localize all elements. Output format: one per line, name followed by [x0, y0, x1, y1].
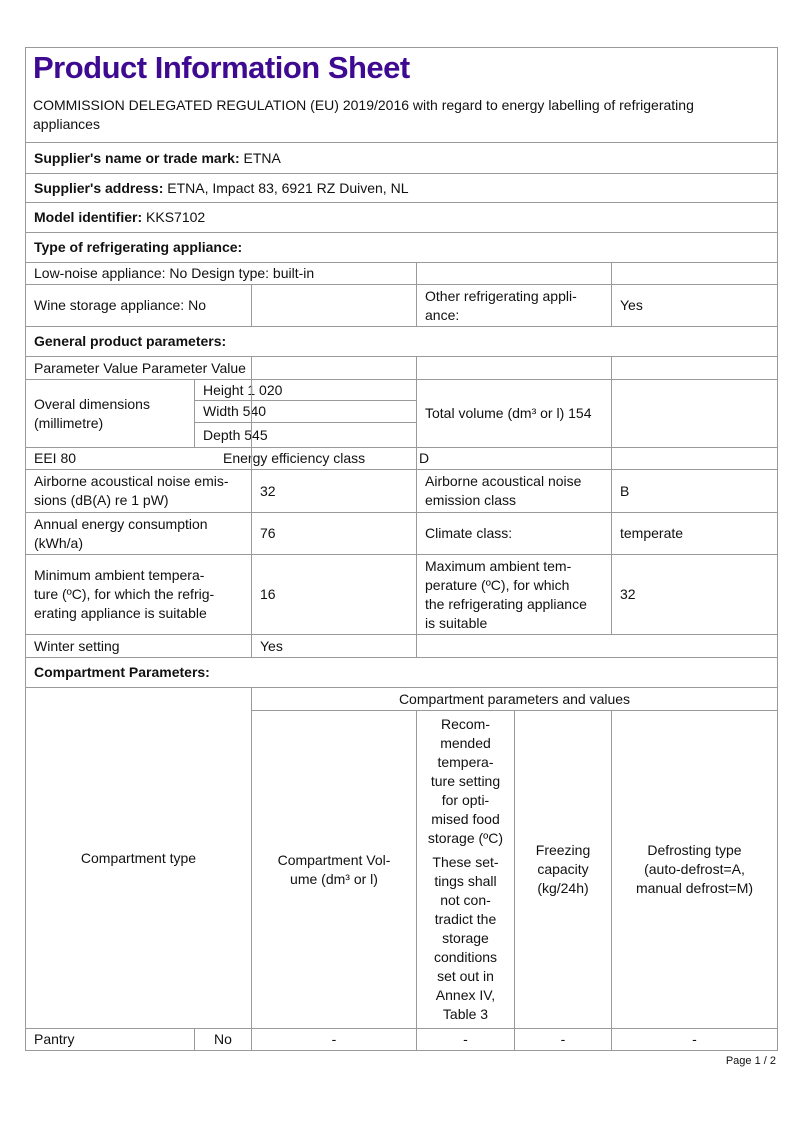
model-identifier-row: Model identifier: KKS7102 [25, 202, 778, 233]
compartment-row-defrost: - [611, 1028, 778, 1051]
supplier-address-value: ETNA, Impact 83, 6921 RZ Duiven, NL [163, 179, 409, 196]
empty-cell [611, 356, 778, 380]
min-temp-label: Minimum ambient tempera- ture (ºC), for … [25, 554, 252, 635]
compartment-row-present: No [194, 1028, 252, 1051]
noise-label: Airborne acoustical noise emis- sions (d… [25, 469, 252, 513]
other-appliance-label: Other refrigerating appli- ance: [416, 284, 612, 327]
compartment-volume-header: Compartment Vol- ume (dm³ or l) [251, 710, 417, 1029]
compartment-row-volume: - [251, 1028, 417, 1051]
winter-setting-value: Yes [251, 634, 417, 658]
supplier-address-row: Supplier's address: ETNA, Impact 83, 692… [25, 173, 778, 203]
param-header-cell: Parameter Value Parameter Value [25, 356, 417, 380]
low-noise-design-cell: Low-noise appliance: No Design type: bui… [25, 262, 417, 285]
climate-class-label: Climate class: [416, 512, 612, 555]
empty-cell [251, 284, 417, 327]
noise-class-label: Airborne acoustical noise emission class [416, 469, 612, 513]
recommended-temp-note: These set- tings shall not con- tradict … [432, 854, 499, 1022]
energy-class-label: Energy efficiency class [223, 450, 366, 466]
noise-class-value: B [611, 469, 778, 513]
dimensions-label: Overal dimensions (millimetre) [25, 379, 195, 448]
empty-cell [416, 356, 612, 380]
annual-energy-label: Annual energy consumption (kWh/a) [25, 512, 252, 555]
supplier-name-label: Supplier's name or trade mark: [34, 149, 240, 166]
min-temp-value: 16 [251, 554, 417, 635]
empty-cell [611, 262, 778, 285]
page-number: Page 1 / 2 [725, 1055, 776, 1067]
climate-class-value: temperate [611, 512, 778, 555]
depth-cell: Depth 545 [194, 422, 417, 448]
supplier-address-label: Supplier's address: [34, 179, 164, 196]
empty-cell [416, 634, 778, 658]
other-appliance-value: Yes [611, 284, 778, 327]
empty-cell [416, 262, 612, 285]
energy-class-value: D [416, 447, 612, 470]
compartment-row-type: Pantry [25, 1028, 195, 1051]
compartment-type-header: Compartment type [25, 687, 252, 1029]
column-divider [251, 356, 252, 470]
noise-value: 32 [251, 469, 417, 513]
compartment-group-header: Compartment parameters and values [251, 687, 778, 711]
type-heading: Type of refrigerating appliance: [25, 232, 778, 263]
max-temp-value: 32 [611, 554, 778, 635]
page-title: Product Information Sheet [33, 50, 410, 85]
regulation-text: COMMISSION DELEGATED REGULATION (EU) 201… [33, 97, 694, 132]
compartment-heading: Compartment Parameters: [25, 657, 778, 688]
general-heading: General product parameters: [25, 326, 778, 357]
compartment-row-temp: - [416, 1028, 515, 1051]
total-volume-cell: Total volume (dm³ or l) 154 [416, 379, 612, 448]
wine-storage-cell: Wine storage appliance: No [25, 284, 252, 327]
width-cell: Width 540 [194, 400, 417, 423]
supplier-name-value: ETNA [239, 149, 281, 166]
recommended-temp-header: Recom- mended tempera- ture setting for … [416, 710, 515, 1029]
winter-setting-label: Winter setting [25, 634, 252, 658]
freezing-capacity-header: Freezing capacity (kg/24h) [514, 710, 612, 1029]
eei-value: EEI 80 [34, 450, 77, 466]
model-identifier-label: Model identifier: [34, 209, 143, 225]
recommended-temp-text: Recom- mended tempera- ture setting for … [427, 716, 504, 846]
supplier-name-row: Supplier's name or trade mark: ETNA [25, 142, 778, 174]
model-identifier-value: KKS7102 [142, 209, 206, 225]
eei-row-cell: EEI 80 Energy efficiency class [25, 447, 417, 470]
max-temp-label: Maximum ambient tem- perature (ºC), for … [416, 554, 612, 635]
annual-energy-value: 76 [251, 512, 417, 555]
height-cell: Height 1 020 [194, 379, 417, 401]
empty-cell [611, 447, 778, 470]
compartment-row-freezing: - [514, 1028, 612, 1051]
empty-cell [611, 379, 778, 448]
defrosting-type-header: Defrosting type (auto-defrost=A, manual … [611, 710, 778, 1029]
